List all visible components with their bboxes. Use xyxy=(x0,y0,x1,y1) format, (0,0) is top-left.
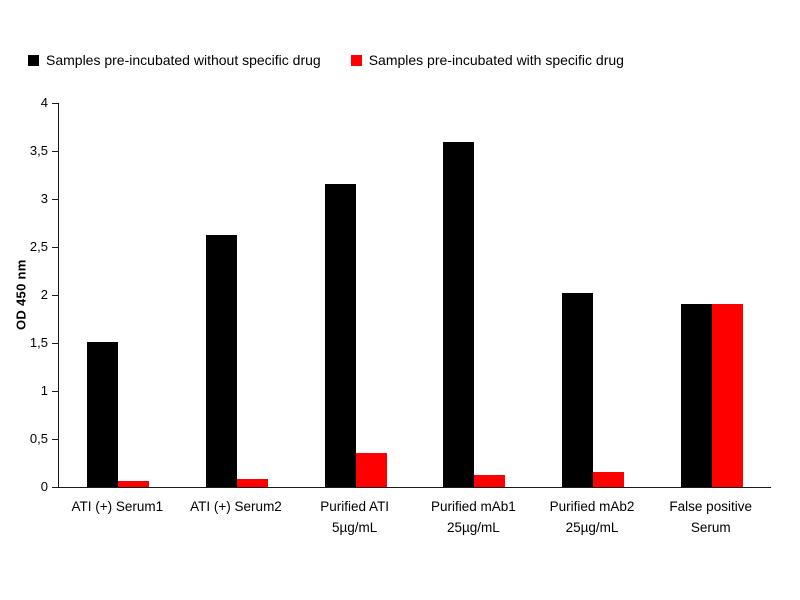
y-tick-mark xyxy=(52,391,58,392)
y-tick-label: 0,5 xyxy=(29,431,48,446)
legend-item-0: Samples pre-incubated without specific d… xyxy=(28,52,321,68)
x-category-label-line: 25µg/mL xyxy=(565,520,619,535)
legend-label: Samples pre-incubated without specific d… xyxy=(46,52,321,68)
x-category-label-line: Purified mAb1 xyxy=(430,499,516,514)
x-category-label-line: Serum xyxy=(690,520,731,535)
x-category-label-1: ATI (+) Serum2 xyxy=(177,496,296,538)
bar-group-1 xyxy=(178,103,297,487)
bar-group-3 xyxy=(415,103,534,487)
bar-series0-cat1 xyxy=(206,234,237,487)
x-category-label-line: ATI (+) Serum2 xyxy=(190,499,282,514)
x-category-label-0: ATI (+) Serum1 xyxy=(58,496,177,538)
bar-group-4 xyxy=(534,103,653,487)
y-tick-label: 3,5 xyxy=(29,143,48,158)
x-category-label-3: Purified mAb1 25µg/mL xyxy=(414,496,533,538)
y-tick-mark xyxy=(52,439,58,440)
y-tick-label: 3 xyxy=(40,191,48,206)
legend-label: Samples pre-incubated with specific drug xyxy=(368,52,624,68)
x-category-label-2: Purified ATI 5µg/mL xyxy=(295,496,414,538)
bar-series0-cat5 xyxy=(680,303,712,487)
x-category-label-4: Purified mAb2 25µg/mL xyxy=(533,496,652,538)
bar-series0-cat3 xyxy=(443,142,475,487)
plot-area xyxy=(58,103,771,488)
y-tick-label: 2,5 xyxy=(29,239,48,254)
y-tick-mark xyxy=(52,247,58,248)
legend-item-1: Samples pre-incubated with specific drug xyxy=(350,52,624,68)
legend-swatch-icon xyxy=(350,54,362,66)
bar-group-0 xyxy=(59,103,178,487)
bar-series1-cat0 xyxy=(118,481,150,487)
x-category-label-line: Purified ATI xyxy=(320,499,390,514)
x-category-label-line: ATI (+) Serum1 xyxy=(71,499,164,514)
y-tick-label: 1 xyxy=(40,383,48,398)
legend-swatch-icon xyxy=(28,54,39,66)
bar-series0-cat0 xyxy=(87,342,119,487)
y-tick-mark xyxy=(52,343,58,344)
x-category-label-line: Purified mAb2 xyxy=(549,499,635,514)
x-category-label-5: False positive Serum xyxy=(651,496,770,538)
chart-legend: Samples pre-incubated without specific d… xyxy=(28,52,624,68)
bar-series1-cat5 xyxy=(711,303,743,487)
x-category-label-line: 5µg/mL xyxy=(332,520,378,535)
y-tick-label: 1,5 xyxy=(29,335,48,350)
bar-series1-cat4 xyxy=(593,471,625,487)
y-tick-mark xyxy=(52,295,58,296)
x-axis-category-labels: ATI (+) Serum1 ATI (+) Serum2 Purified ATI… xyxy=(58,496,770,538)
bar-series1-cat1 xyxy=(237,479,268,487)
y-tick-label: 0 xyxy=(40,479,48,494)
y-tick-mark xyxy=(52,103,58,104)
x-category-label-line: 25µg/mL xyxy=(446,520,500,535)
y-tick-mark xyxy=(52,487,58,488)
bar-series0-cat4 xyxy=(562,293,594,487)
bar-group-2 xyxy=(296,103,415,487)
y-tick-label: 4 xyxy=(40,95,48,110)
x-category-label-line: False positive xyxy=(669,499,752,514)
y-tick-mark xyxy=(52,199,58,200)
y-tick-mark xyxy=(52,151,58,152)
bar-group-5 xyxy=(652,103,771,487)
bar-series1-cat2 xyxy=(355,453,387,487)
y-tick-label: 2 xyxy=(40,287,48,302)
bar-series1-cat3 xyxy=(474,474,506,487)
bar-series0-cat2 xyxy=(324,183,356,487)
